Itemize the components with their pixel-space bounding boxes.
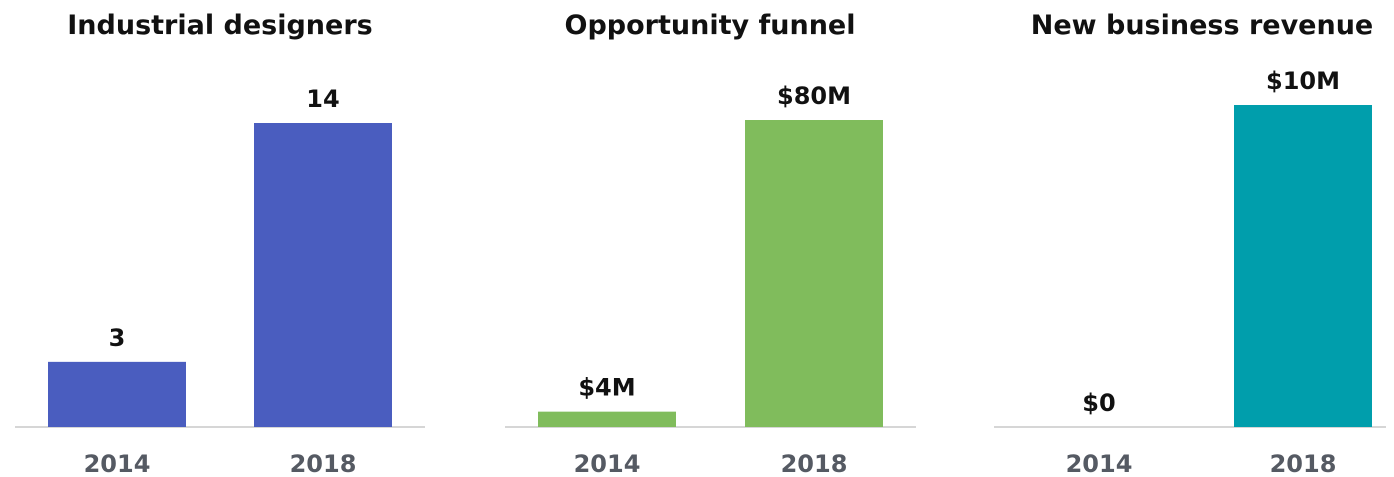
bar-2014 bbox=[48, 361, 186, 427]
bar-chart-svg: $0 2014 $10M 2018 bbox=[994, 67, 1386, 477]
bar-chart-svg: 3 2014 14 2018 bbox=[15, 85, 425, 477]
chart-industrial-designers: Industrial designers 3 2014 14 2018 bbox=[0, 0, 440, 477]
data-label-2018: 14 bbox=[306, 85, 339, 113]
x-tick-label-2014: 2014 bbox=[84, 450, 151, 477]
bar-chart-svg: $4M 2014 $80M 2018 bbox=[505, 82, 916, 477]
chart-title: Industrial designers bbox=[67, 10, 373, 41]
x-tick-label-2018: 2018 bbox=[290, 450, 357, 477]
x-tick-label-2018: 2018 bbox=[1270, 450, 1337, 477]
bar-2014 bbox=[538, 411, 676, 427]
data-label-2018: $10M bbox=[1266, 67, 1340, 95]
x-tick-label-2014: 2014 bbox=[574, 450, 641, 477]
chart-opportunity-funnel: Opportunity funnel $4M 2014 $80M 2018 bbox=[490, 0, 930, 477]
x-tick-label-2018: 2018 bbox=[781, 450, 848, 477]
chart-new-business-revenue: New business revenue $0 2014 $10M 2018 bbox=[982, 0, 1394, 477]
chart-title: Opportunity funnel bbox=[564, 10, 856, 41]
data-label-2014: $4M bbox=[578, 374, 635, 402]
bar-2018 bbox=[1234, 105, 1372, 427]
x-tick-label-2014: 2014 bbox=[1066, 450, 1133, 477]
chart-title: New business revenue bbox=[1030, 10, 1374, 41]
data-label-2014: $0 bbox=[1082, 389, 1115, 417]
bar-2018 bbox=[745, 120, 883, 427]
bar-2018 bbox=[254, 123, 392, 427]
data-label-2014: 3 bbox=[109, 324, 126, 352]
data-label-2018: $80M bbox=[777, 82, 851, 110]
